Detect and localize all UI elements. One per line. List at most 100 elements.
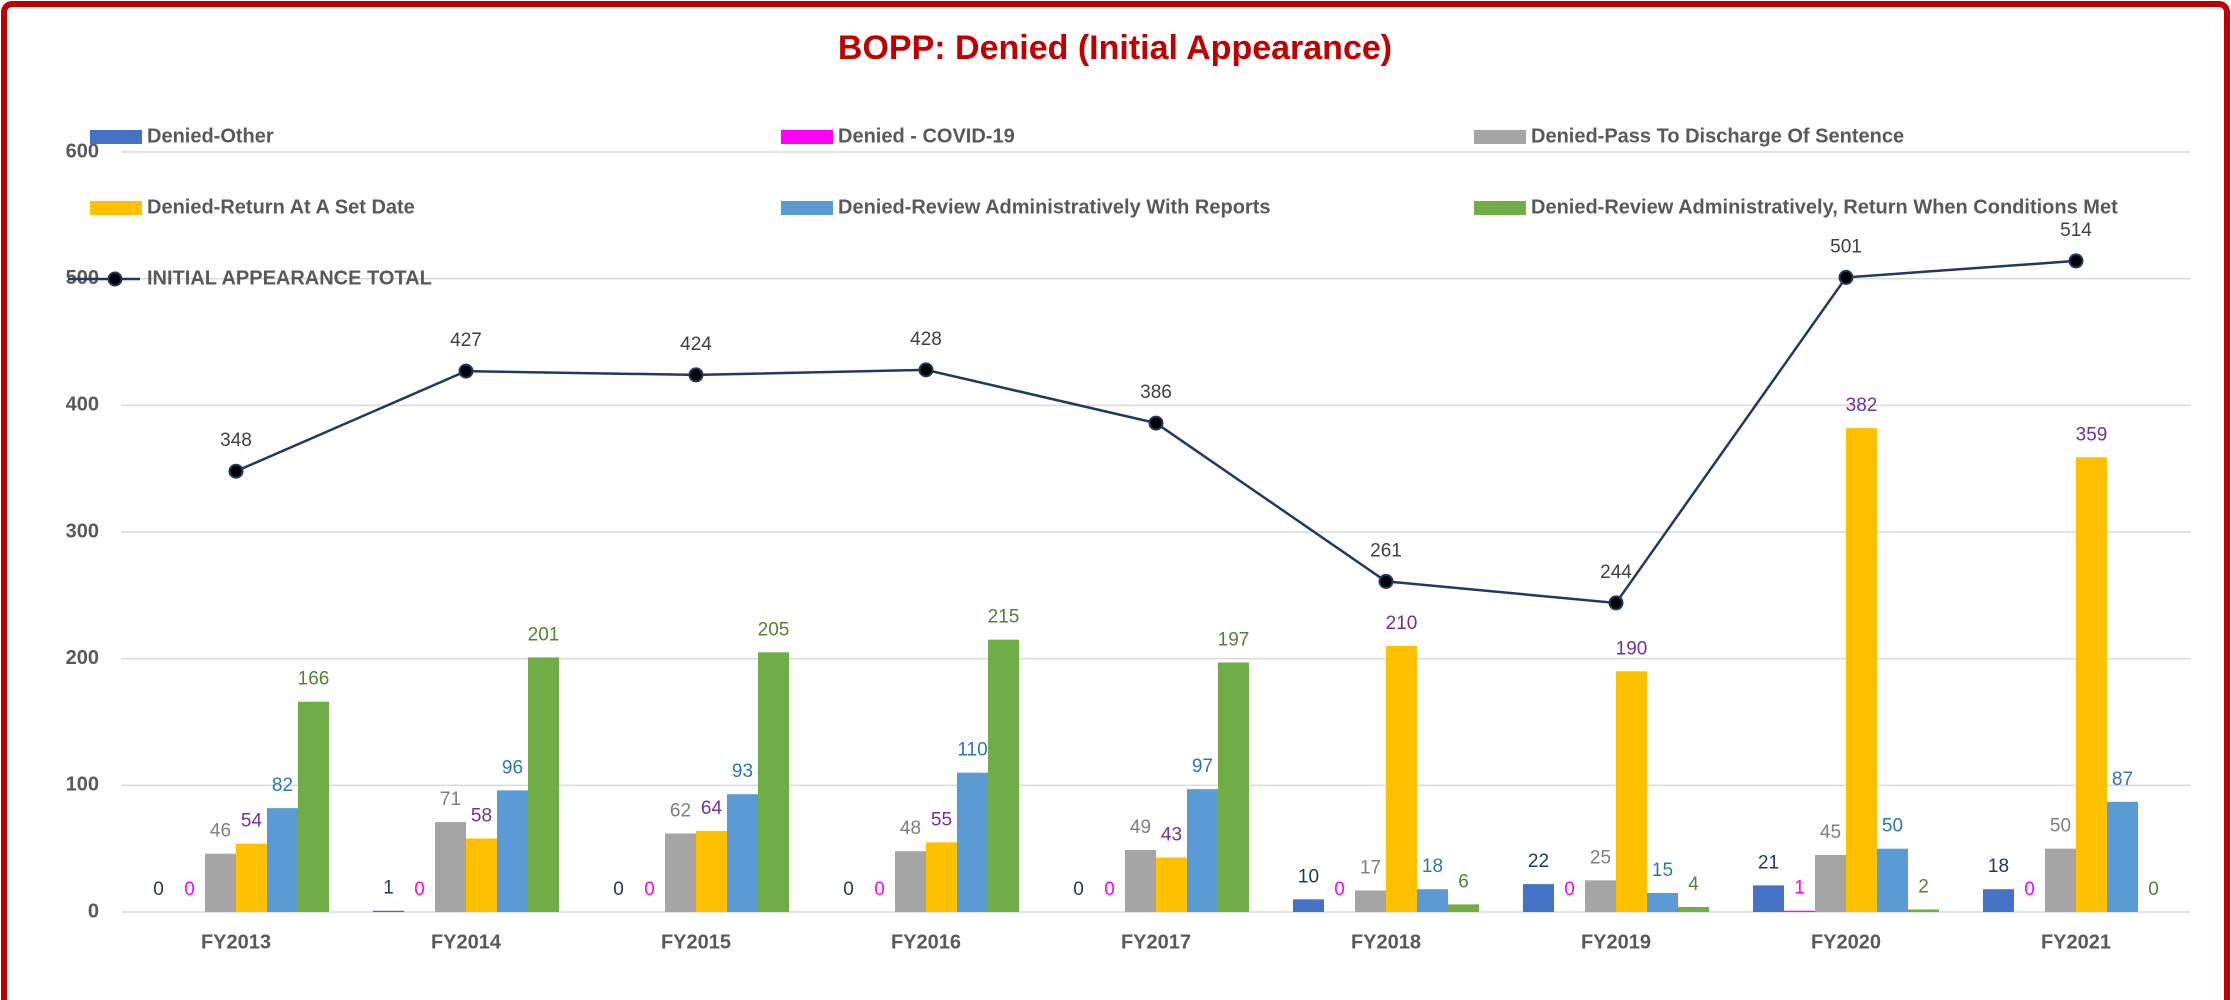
value-label: 96 — [502, 757, 523, 778]
value-label: 427 — [450, 330, 482, 351]
x-tick-label: FY2020 — [1811, 931, 1881, 953]
line-marker — [688, 367, 704, 383]
line-marker — [1148, 415, 1164, 431]
bar — [1386, 646, 1417, 912]
legend-swatch — [90, 130, 142, 144]
bar — [1784, 910, 1815, 912]
value-label: 201 — [528, 624, 560, 645]
value-label: 10 — [1298, 866, 1319, 887]
line-marker — [2068, 253, 2084, 269]
bar — [267, 808, 298, 912]
bar — [373, 910, 404, 912]
value-label: 87 — [2112, 769, 2133, 790]
line-marker — [918, 362, 934, 378]
legend-label: Denied - COVID-19 — [838, 125, 1015, 147]
bar — [1877, 848, 1908, 912]
bar — [528, 657, 559, 912]
bar — [1125, 849, 1156, 912]
legend-label: Denied-Pass To Discharge Of Sentence — [1531, 125, 1904, 147]
value-label: 166 — [298, 669, 330, 690]
bar — [727, 794, 758, 912]
y-tick-label: 300 — [66, 520, 99, 542]
value-label: 0 — [1334, 879, 1345, 900]
bar — [298, 701, 329, 912]
value-label: 386 — [1140, 382, 1172, 403]
value-label: 0 — [2148, 879, 2159, 900]
line-marker — [1838, 269, 1854, 285]
value-label: 110 — [957, 740, 987, 761]
value-label: 205 — [758, 619, 790, 640]
bar — [665, 833, 696, 912]
bar — [696, 830, 727, 912]
line — [235, 259, 2077, 605]
value-label: 0 — [414, 879, 425, 900]
bar — [205, 853, 236, 912]
bar — [1753, 885, 1784, 912]
line-marker — [458, 363, 474, 379]
value-label: 45 — [1820, 822, 1841, 843]
legend-label: Denied-Review Administratively With Repo… — [838, 196, 1271, 218]
value-label: 0 — [2024, 879, 2035, 900]
value-label: 97 — [1192, 756, 1213, 777]
x-tick-label: FY2015 — [661, 931, 731, 953]
value-label: 64 — [701, 798, 723, 819]
value-label: 25 — [1590, 847, 1611, 868]
bar — [236, 843, 267, 912]
bar — [435, 822, 466, 912]
line-marker — [1608, 595, 1624, 611]
legend-swatch — [90, 201, 142, 215]
bar — [2045, 848, 2076, 912]
value-label: 62 — [670, 800, 691, 821]
value-label: 22 — [1528, 851, 1549, 872]
value-label: 15 — [1652, 860, 1673, 881]
legend-label: INITIAL APPEARANCE TOTAL — [147, 267, 432, 289]
value-label: 21 — [1758, 852, 1779, 873]
value-label: 0 — [184, 879, 195, 900]
value-label: 0 — [644, 879, 655, 900]
x-tick-label: FY2013 — [201, 931, 271, 953]
value-label: 261 — [1370, 540, 1402, 561]
bar — [988, 639, 1019, 912]
value-label: 210 — [1386, 613, 1418, 634]
bar — [1678, 906, 1709, 912]
bar — [2107, 801, 2138, 912]
bar — [1616, 671, 1647, 912]
value-label: 514 — [2060, 220, 2092, 241]
line-marker — [1378, 573, 1394, 589]
value-label: 382 — [1846, 395, 1878, 416]
bar — [466, 838, 497, 912]
value-label: 359 — [2076, 424, 2108, 445]
value-label: 215 — [988, 607, 1020, 628]
value-label: 0 — [1073, 879, 1084, 900]
value-label: 4 — [1688, 874, 1699, 895]
value-label: 1 — [383, 878, 394, 899]
value-label: 50 — [2050, 816, 2071, 837]
value-label: 424 — [680, 334, 712, 355]
value-label: 93 — [732, 761, 753, 782]
x-tick-label: FY2018 — [1351, 931, 1421, 953]
y-tick-label: 100 — [66, 774, 99, 796]
bar — [1908, 909, 1939, 912]
legend-label: Denied-Review Administratively, Return W… — [1531, 196, 2118, 218]
value-label: 55 — [931, 809, 952, 830]
value-label: 71 — [440, 789, 461, 810]
bar — [1156, 857, 1187, 912]
bar — [895, 851, 926, 912]
value-label: 197 — [1218, 629, 1250, 650]
value-label: 190 — [1616, 638, 1648, 659]
legend-swatch — [781, 201, 833, 215]
x-tick-label: FY2016 — [891, 931, 961, 953]
value-label: 18 — [1988, 856, 2009, 877]
bar — [2076, 457, 2107, 912]
chart-title: BOPP: Denied (Initial Appearance) — [838, 29, 1392, 67]
bar — [1846, 428, 1877, 912]
bar — [1293, 899, 1324, 912]
value-label: 48 — [900, 818, 921, 839]
x-tick-label: FY2021 — [2041, 931, 2111, 953]
value-label: 0 — [153, 879, 164, 900]
value-label: 428 — [910, 329, 942, 350]
bar — [1417, 889, 1448, 912]
value-label: 244 — [1600, 562, 1632, 583]
value-label: 46 — [210, 821, 231, 842]
